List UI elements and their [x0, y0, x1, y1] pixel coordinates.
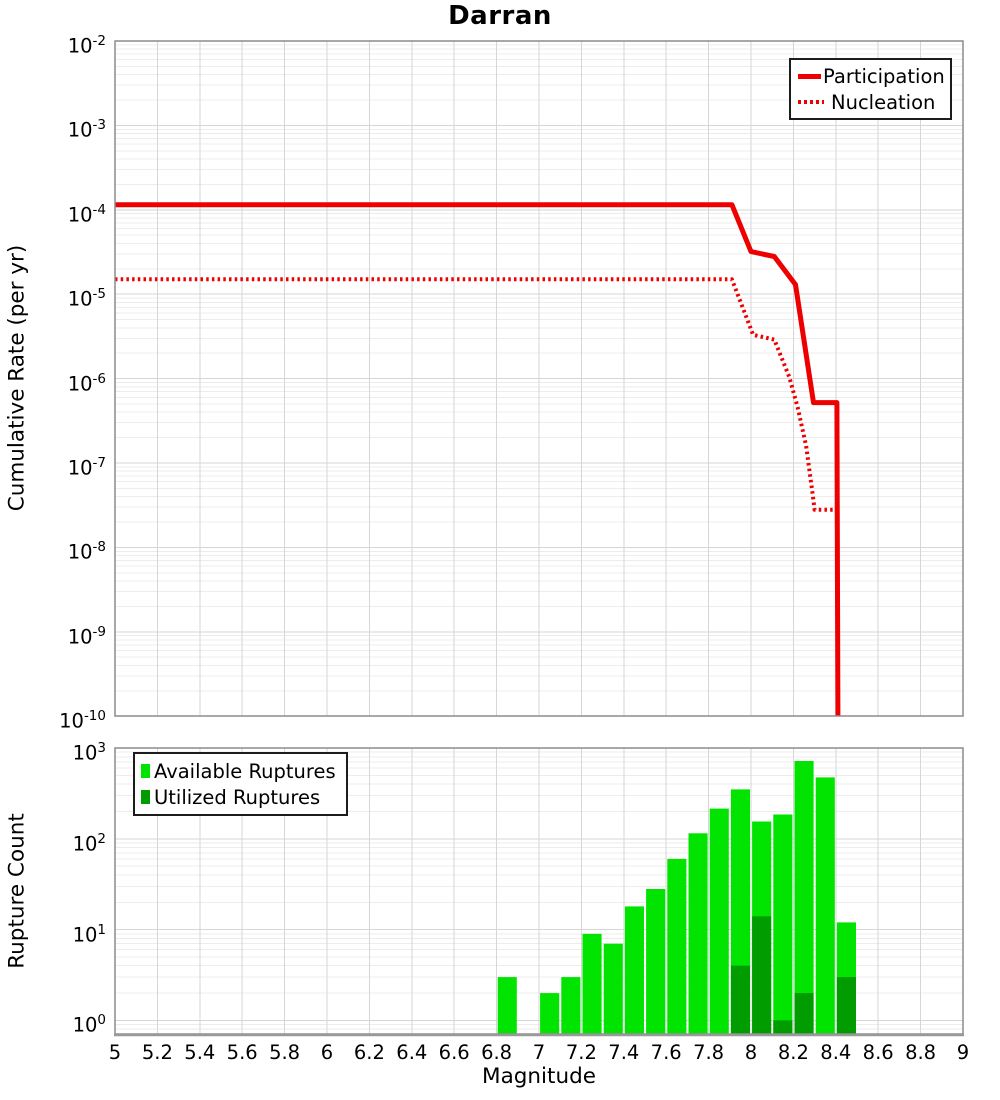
nucleation-line-sample: [798, 100, 824, 104]
x-tick-label: 9: [956, 1041, 970, 1064]
top-y-tick-label: 10-5: [67, 286, 106, 311]
participation-line-sample: [798, 73, 821, 79]
x-tick-label: 8.8: [905, 1041, 937, 1064]
available-ruptures-bar: [709, 808, 729, 1034]
available-ruptures-bar: [667, 858, 687, 1034]
utilized-ruptures-bar: [836, 977, 856, 1034]
rate-legend: Participation Nucleation: [789, 58, 952, 120]
x-tick-label: 6.6: [438, 1041, 470, 1064]
legend-row-available: Available Ruptures: [141, 758, 336, 784]
top-y-tick-label: 10-8: [67, 539, 106, 564]
x-tick-label: 6.4: [396, 1041, 428, 1064]
top-y-tick-label: 10-7: [67, 455, 106, 480]
x-tick-label: 8: [744, 1041, 758, 1064]
x-tick-label: 5.8: [269, 1041, 301, 1064]
available-ruptures-bar: [646, 889, 666, 1034]
participation-line: [115, 202, 841, 717]
top-y-tick-label: 10-9: [67, 623, 106, 649]
bottom-y-tick-label: 101: [72, 921, 106, 947]
x-tick-label: 6.8: [481, 1041, 513, 1064]
x-axis-label: Magnitude: [482, 1064, 596, 1089]
utilized-ruptures-bar: [752, 916, 772, 1034]
legend-row-nucleation: Nucleation: [798, 89, 945, 115]
available-ruptures-bar: [773, 814, 793, 1034]
legend-row-participation: Participation: [798, 63, 945, 89]
x-tick-label: 7.2: [565, 1041, 597, 1064]
top-panel-border: [114, 40, 964, 717]
top-y-tick-label: 10-3: [67, 117, 106, 142]
top-y-tick-label: 10-6: [67, 370, 106, 396]
x-tick-label: 5.2: [141, 1041, 173, 1064]
legend-row-utilized: Utilized Ruptures: [141, 784, 336, 810]
available-ruptures-bar: [603, 943, 623, 1034]
x-tick-label: 6: [320, 1041, 334, 1064]
x-tick-label: 7.6: [650, 1041, 682, 1064]
utilized-ruptures-bar: [794, 993, 814, 1034]
x-tick-label: 8.4: [820, 1041, 852, 1064]
x-tick-label: 5: [108, 1041, 122, 1064]
x-tick-label: 7.8: [693, 1041, 725, 1064]
participation-legend-label: Participation: [823, 64, 945, 88]
available-ruptures-bar: [497, 977, 517, 1034]
available-ruptures-bar: [794, 761, 814, 1034]
available-ruptures-bar: [540, 993, 560, 1034]
x-tick-label: 7: [532, 1041, 546, 1064]
x-tick-label: 8.2: [777, 1041, 809, 1064]
x-tick-label: 8.6: [862, 1041, 894, 1064]
available-ruptures-bar: [561, 977, 581, 1034]
top-y-tick-label: 10-4: [67, 201, 106, 227]
x-tick-label: 5.6: [226, 1041, 258, 1064]
bottom-y-tick-label: 102: [72, 830, 106, 856]
bottom-y-tick-label: 103: [72, 740, 106, 765]
rupture-legend: Available Ruptures Utilized Ruptures: [133, 752, 348, 816]
available-ruptures-swatch: [141, 764, 150, 778]
available-legend-label: Available Ruptures: [154, 759, 336, 783]
available-ruptures-bar: [815, 777, 835, 1034]
x-tick-label: 7.4: [608, 1041, 640, 1064]
x-tick-label: 6.2: [353, 1041, 385, 1064]
nucleation-line: [115, 277, 840, 717]
utilized-ruptures-swatch: [141, 790, 150, 804]
bottom-y-tick-label: 100: [72, 1012, 106, 1037]
available-ruptures-bar: [582, 933, 602, 1034]
x-tick-label: 5.4: [184, 1041, 216, 1064]
utilized-ruptures-bar: [730, 965, 750, 1034]
chart-title: Darran: [448, 1, 552, 31]
utilized-legend-label: Utilized Ruptures: [154, 785, 321, 809]
top-y-tick-label: 10-2: [67, 33, 106, 58]
available-ruptures-bar: [688, 833, 708, 1034]
available-ruptures-bar: [624, 906, 644, 1034]
nucleation-legend-label: Nucleation: [831, 90, 936, 114]
top-y-tick-label: 10-10: [59, 708, 106, 733]
utilized-ruptures-bar: [773, 1020, 793, 1034]
